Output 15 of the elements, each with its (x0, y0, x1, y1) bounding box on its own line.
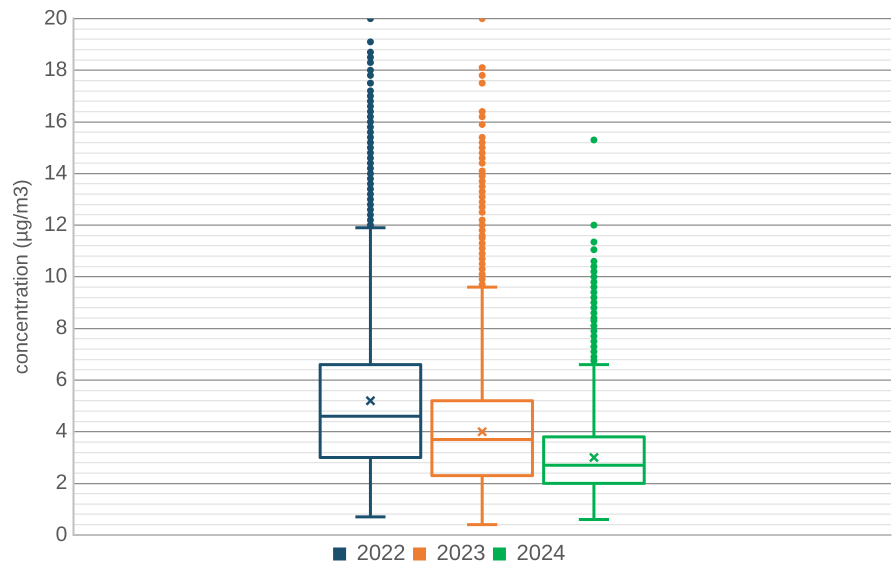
legend-label: 2024 (516, 540, 566, 566)
y-axis-title: concentration (µg/m3) (10, 179, 33, 374)
y-tick-label: 10 (44, 264, 68, 288)
y-tick-label: 6 (56, 368, 68, 391)
y-tick-label: 14 (44, 161, 68, 184)
y-tick-label: 4 (56, 420, 68, 443)
y-tick-label: 0 (56, 522, 68, 546)
y-tick-label: 8 (56, 316, 68, 340)
y-tick-label: 18 (44, 58, 68, 82)
y-tick-label: 12 (44, 212, 68, 236)
y-tick-label: 20 (44, 6, 68, 30)
legend-label: 2022 (356, 540, 406, 566)
y-tick-label: 2 (56, 471, 68, 494)
legend-label: 2023 (436, 540, 486, 566)
y-tick-label: 16 (44, 110, 68, 133)
